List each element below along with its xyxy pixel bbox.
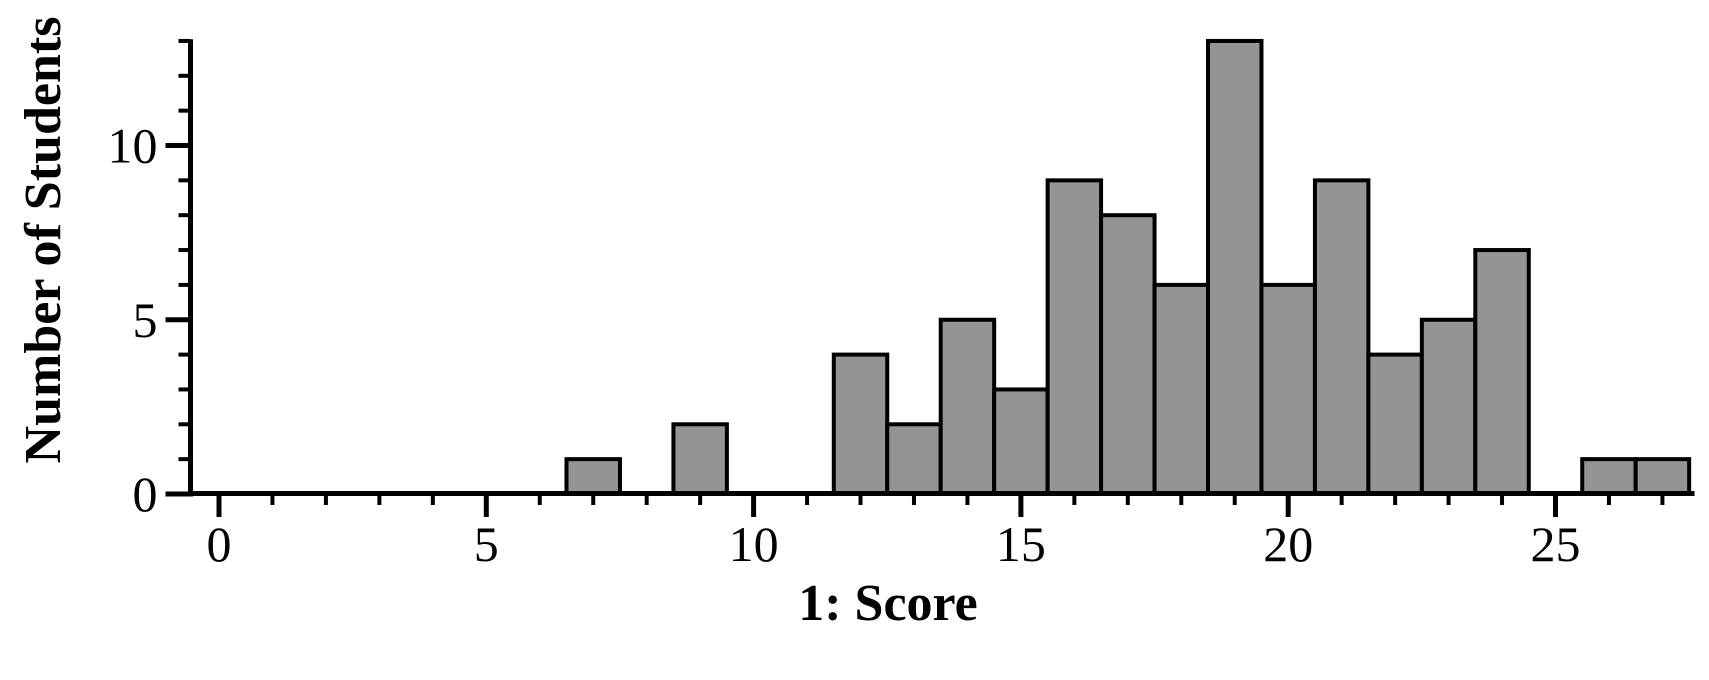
histogram-bar [1312, 178, 1371, 496]
histogram-bar [1259, 282, 1317, 496]
histogram-bar [1099, 213, 1157, 496]
histogram-bar [938, 317, 997, 496]
histogram-bar [1473, 248, 1531, 496]
x-tick-label: 15 [996, 516, 1046, 572]
y-tick-label: 10 [108, 118, 158, 174]
histogram-bar [885, 422, 943, 496]
histogram-bar [1206, 38, 1264, 496]
y-tick-label: 5 [133, 292, 158, 348]
histogram-bar [1419, 317, 1478, 496]
histogram-bar [831, 352, 890, 496]
histogram-bar [671, 422, 729, 496]
x-axis-title: 1: Score [798, 575, 978, 632]
histogram-bar [1152, 282, 1211, 496]
histogram-bar [1366, 352, 1424, 496]
histogram-bar [1633, 457, 1692, 496]
y-axis-title: Number of Students [15, 16, 72, 464]
y-tick-label: 0 [133, 466, 158, 522]
x-tick-label: 0 [207, 516, 232, 572]
histogram-bar [1045, 178, 1104, 496]
histogram-bar [1580, 457, 1638, 496]
x-tick-label: 20 [1263, 516, 1313, 572]
x-tick-label: 25 [1531, 516, 1581, 572]
x-tick-label: 10 [729, 516, 779, 572]
histogram-bar [564, 457, 622, 496]
histogram-bar [992, 387, 1050, 497]
x-tick-label: 5 [474, 516, 499, 572]
